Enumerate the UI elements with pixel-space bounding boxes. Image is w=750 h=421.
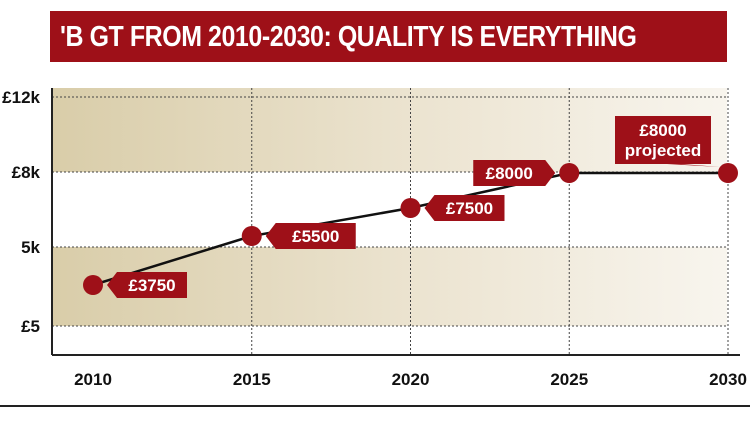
x-tick-label: 2010 bbox=[74, 370, 112, 389]
data-point bbox=[241, 226, 262, 246]
data-label: £8000 projected bbox=[625, 121, 702, 160]
data-label: £3750 bbox=[128, 276, 175, 295]
data-label-tag bbox=[424, 195, 505, 221]
bottom-rule bbox=[0, 405, 750, 407]
y-tick-label: £5 bbox=[21, 317, 40, 336]
data-label: £7500 bbox=[446, 199, 493, 218]
y-tick-label: £8k bbox=[12, 163, 41, 182]
data-label-tag bbox=[473, 160, 556, 186]
x-tick-label: 2020 bbox=[392, 370, 430, 389]
data-label: £5500 bbox=[292, 227, 339, 246]
data-point bbox=[718, 163, 738, 183]
data-label-tag bbox=[615, 116, 720, 167]
data-label-tag bbox=[265, 223, 356, 249]
data-point bbox=[559, 163, 580, 183]
chart-title: 'B GT FROM 2010-2030: QUALITY IS EVERYTH… bbox=[60, 21, 637, 53]
data-point bbox=[400, 198, 421, 218]
shaded-band-upper bbox=[52, 88, 727, 172]
data-point bbox=[83, 275, 103, 295]
data-label-line: projected bbox=[625, 141, 702, 160]
data-label-line: £8000 bbox=[639, 121, 686, 140]
x-tick-label: 2030 bbox=[709, 370, 747, 389]
data-label-tag bbox=[107, 272, 187, 298]
title-bar: 'B GT FROM 2010-2030: QUALITY IS EVERYTH… bbox=[50, 11, 727, 62]
data-label: £8000 bbox=[486, 164, 533, 183]
y-tick-label: £12k bbox=[2, 88, 40, 107]
x-tick-label: 2025 bbox=[550, 370, 588, 389]
x-tick-label: 2015 bbox=[233, 370, 271, 389]
y-tick-label: 5k bbox=[21, 238, 40, 257]
